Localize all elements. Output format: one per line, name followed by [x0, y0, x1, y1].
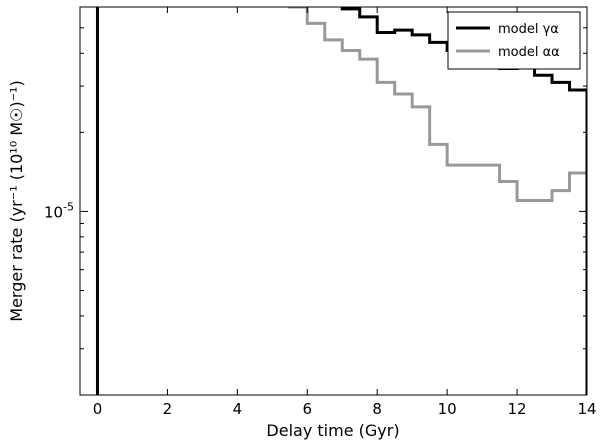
y-axis-ticks: 10-510-410-3 [44, 27, 587, 396]
x-tick-label: 12 [508, 400, 527, 418]
y-axis-label: Merger rate (yr⁻¹ (10¹⁰ M☉)⁻¹) [7, 80, 26, 321]
x-axis-ticks: 0 2 4 6 8 10 12 14 [93, 7, 597, 418]
legend-box [447, 11, 581, 70]
x-tick-label: 14 [577, 400, 596, 418]
legend: model γα model αα [447, 11, 581, 70]
y-tick-label: 10-5 [44, 200, 74, 221]
x-tick-label: 4 [233, 400, 243, 418]
x-tick-label: 0 [93, 400, 103, 418]
x-tick-label: 8 [372, 400, 382, 418]
legend-label-model-alpha-alpha: model αα [498, 45, 560, 60]
plot-frame [79, 6, 588, 396]
x-tick-label: 2 [163, 400, 173, 418]
series-line-model-alpha-alpha [95, 7, 587, 395]
legend-label-model-gamma-alpha: model γα [498, 22, 559, 37]
x-axis-label: Delay time (Gyr) [266, 421, 399, 440]
x-tick-label: 10 [438, 400, 457, 418]
x-tick-label: 6 [303, 400, 313, 418]
